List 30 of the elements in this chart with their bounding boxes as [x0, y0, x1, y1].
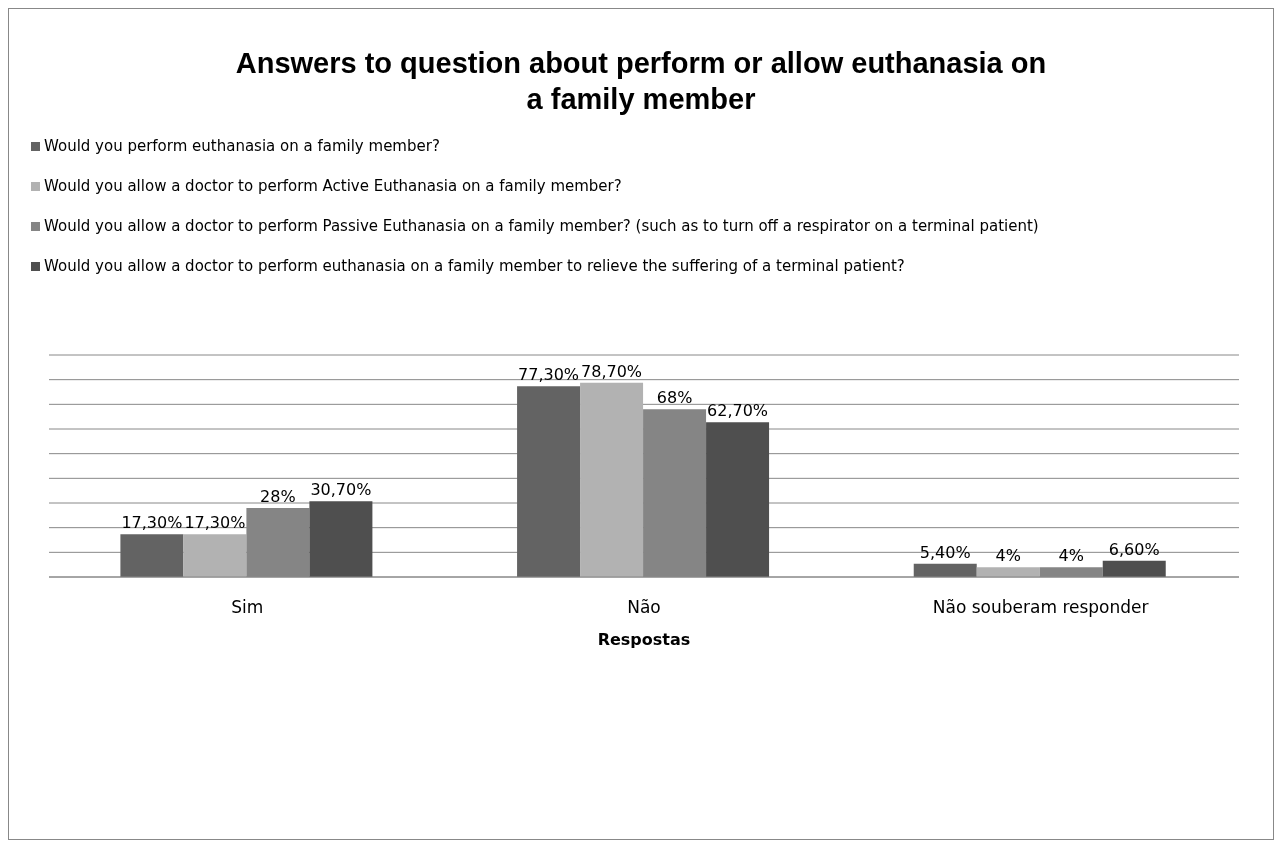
x-tick-label: Sim — [231, 597, 264, 618]
x-tick-label: Não — [627, 597, 661, 618]
data-label: 28% — [260, 486, 296, 506]
bar — [1102, 560, 1166, 577]
x-axis-title: Respostas — [597, 630, 691, 649]
bar — [580, 382, 644, 577]
bar — [183, 534, 247, 577]
bar — [120, 534, 184, 577]
data-label: 4% — [995, 546, 1021, 566]
data-label: 30,70% — [310, 480, 372, 500]
legend-label: Would you perform euthanasia on a family member? — [44, 137, 440, 155]
legend-label: Would you allow a doctor to perform Active Euthanasia on a family member? — [44, 177, 622, 195]
legend-label: Would you allow a doctor to perform Passive Euthanasia on a family member? (such as to turn off a respirator on a terminal patient) — [44, 217, 1039, 235]
data-label: 77,30% — [518, 365, 580, 385]
data-label: 78,70% — [581, 361, 643, 381]
data-label: 6,60% — [1108, 539, 1160, 559]
data-label: 62,70% — [707, 401, 769, 421]
bar — [309, 501, 373, 577]
bar — [976, 567, 1040, 577]
x-tick-label: Não souberam responder — [932, 597, 1149, 618]
legend-label: Would you allow a doctor to perform euthanasia on a family member to relieve the suffering of a terminal patient? — [44, 257, 905, 275]
bar — [517, 386, 581, 577]
bar — [913, 563, 977, 577]
bar — [706, 422, 770, 577]
chart-title: Answers to question about perform or allow euthanasia on a family member — [234, 46, 1048, 117]
data-label: 17,30% — [121, 513, 183, 533]
data-label: 17,30% — [184, 513, 246, 533]
data-label: 4% — [1058, 546, 1084, 566]
data-label: 68% — [656, 388, 693, 408]
data-label: 5,40% — [919, 542, 971, 562]
